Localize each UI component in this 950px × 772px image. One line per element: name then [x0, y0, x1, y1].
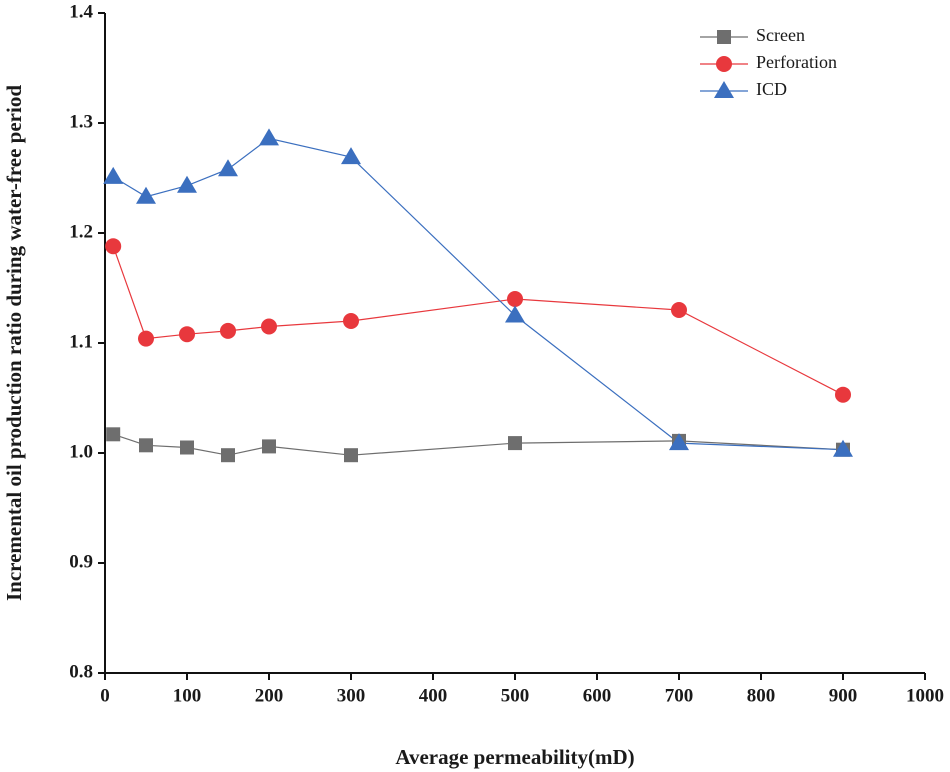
y-tick-label: 1.3 [69, 111, 93, 132]
x-tick-label: 800 [747, 685, 776, 706]
marker [220, 322, 236, 339]
legend-label: Perforation [756, 52, 837, 72]
y-tick-label: 1.4 [69, 1, 93, 22]
marker [508, 436, 522, 451]
y-tick-label: 1.2 [69, 221, 93, 242]
x-tick-label: 900 [829, 685, 858, 706]
marker [833, 439, 853, 457]
x-tick-label: 600 [583, 685, 612, 706]
marker [180, 440, 194, 455]
y-tick-label: 1.1 [69, 331, 93, 352]
marker [136, 186, 156, 204]
y-tick-label: 0.8 [69, 661, 93, 682]
marker [344, 448, 358, 463]
legend-marker [716, 56, 732, 72]
marker [507, 291, 523, 307]
marker [262, 439, 276, 454]
marker [505, 305, 525, 323]
marker [261, 318, 277, 335]
x-axis-label: Average permeability(mD) [395, 745, 634, 769]
x-tick-label: 200 [255, 685, 284, 706]
legend-marker [714, 81, 734, 98]
x-tick-label: 700 [665, 685, 694, 706]
marker [341, 147, 361, 165]
marker [179, 326, 195, 343]
marker [177, 175, 197, 193]
x-tick-label: 300 [337, 685, 366, 706]
marker [106, 427, 121, 442]
y-tick-label: 0.9 [69, 551, 93, 572]
legend-label: ICD [756, 79, 787, 99]
marker [105, 238, 122, 255]
x-tick-label: 400 [419, 685, 448, 706]
series-line [112, 137, 844, 451]
marker [343, 313, 359, 329]
marker [138, 330, 154, 347]
marker [835, 386, 851, 403]
x-tick-label: 500 [501, 685, 530, 706]
marker [139, 438, 153, 453]
marker [259, 128, 279, 146]
x-tick-label: 0 [100, 685, 110, 706]
marker [103, 166, 124, 184]
y-axis-label: Incremental oil production ratio during … [2, 85, 26, 601]
marker [221, 448, 235, 463]
marker [218, 159, 238, 177]
legend-marker [717, 30, 731, 44]
x-tick-label: 1000 [906, 685, 944, 706]
marker [669, 433, 689, 451]
y-tick-label: 1.0 [69, 441, 93, 462]
marker [671, 302, 687, 318]
legend-label: Screen [756, 25, 805, 45]
series-line [112, 245, 844, 396]
x-tick-label: 100 [173, 685, 202, 706]
